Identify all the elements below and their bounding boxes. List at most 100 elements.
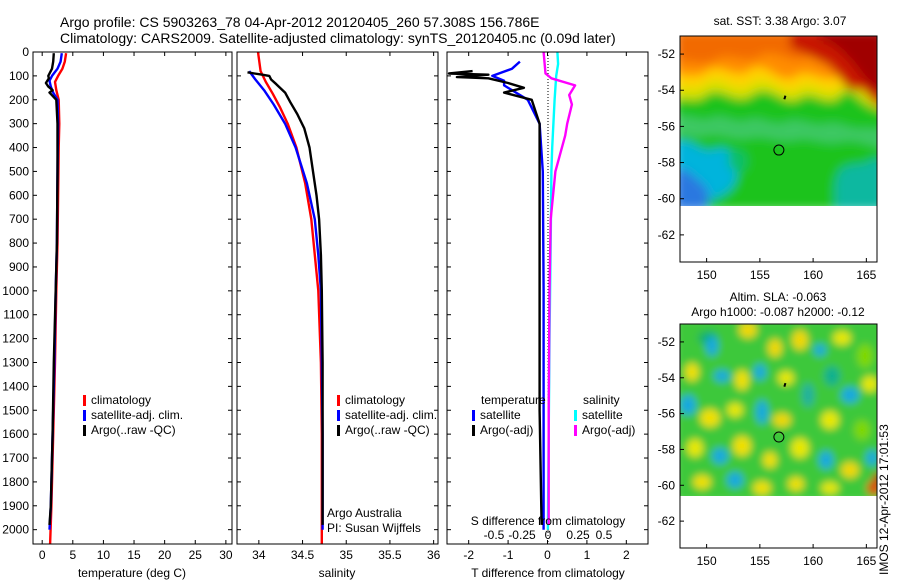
p2-legend-label-1: satellite-adj. clim. xyxy=(345,408,437,422)
difference-series xyxy=(447,51,577,530)
p1-series-line-2 xyxy=(44,53,59,525)
p1-legend-label-1: satellite-adj. clim. xyxy=(91,408,183,422)
p1-xtick-label-0: 0 xyxy=(39,548,46,562)
p2-legend-label-2: Argo(..raw -QC) xyxy=(345,423,430,437)
p3-t-legend-label-0: satellite xyxy=(480,408,521,422)
m1-xtick-label-3: 165 xyxy=(856,268,876,282)
p2-xtick-label-1: 34.5 xyxy=(291,548,315,562)
m1-ytick-label-3: -58 xyxy=(658,156,676,170)
m2-ytick-label-2: -56 xyxy=(658,407,676,421)
figure-title-line2: Climatology: CARS2009. Satellite-adjuste… xyxy=(60,30,616,46)
p1-ytick-label-12: 1200 xyxy=(2,332,29,346)
p1-ytick-label-1: 100 xyxy=(9,69,29,83)
p1-ytick-label-19: 1900 xyxy=(2,499,29,513)
difference-legend: temperaturesatelliteArgo(-adj)salinitysa… xyxy=(472,393,635,437)
m1-xtick-label-1: 155 xyxy=(750,268,770,282)
m1-track-mark xyxy=(783,95,787,100)
p3-t-legend-swatch-0 xyxy=(472,410,475,421)
salinity-xticks: 34 34.5 35 35.5 36 xyxy=(252,52,441,562)
sla-profile-marker xyxy=(773,382,787,443)
p1-legend-swatch-2 xyxy=(83,425,86,436)
p3-xtick-label-4: 2 xyxy=(623,548,630,562)
m2-xtick-label-3: 165 xyxy=(856,554,876,568)
p1-ytick-label-15: 1500 xyxy=(2,403,29,417)
p2-legend-swatch-2 xyxy=(337,425,340,436)
s-difference-tick-3: 0.25 xyxy=(566,528,590,542)
sla-no-data-area xyxy=(681,496,877,548)
m2-ytick-label-3: -58 xyxy=(658,442,676,456)
p3-s-legend-label-1: Argo(-adj) xyxy=(582,423,635,437)
p1-ytick-label-6: 600 xyxy=(9,188,29,202)
p1-ytick-label-4: 400 xyxy=(9,141,29,155)
m1-ytick-label-1: -54 xyxy=(658,83,676,97)
p3-t-legend-label-1: Argo(-adj) xyxy=(480,423,533,437)
p1-xtick-label-2: 10 xyxy=(97,548,111,562)
sla-map-axes: 150 155 160 165 -52 -54 -56 -58 -60 -62 xyxy=(658,335,877,568)
m2-track-mark xyxy=(783,382,787,388)
sst-profile-marker xyxy=(773,95,787,156)
p1-ytick-label-17: 1700 xyxy=(2,451,29,465)
s-difference-tick-4: 0.5 xyxy=(596,528,613,542)
p3-xtick-label-3: 1 xyxy=(584,548,591,562)
p3-legend-salinity-title: salinity xyxy=(583,393,620,407)
p1-legend-swatch-0 xyxy=(83,395,86,406)
m1-xtick-label-0: 150 xyxy=(697,268,717,282)
sst-map-frame xyxy=(679,35,878,263)
m2-xtick-label-1: 155 xyxy=(750,554,770,568)
p1-ytick-label-8: 800 xyxy=(9,236,29,250)
sst-heatmap xyxy=(680,36,877,206)
m1-ytick-label-0: -52 xyxy=(658,47,676,61)
p3-series-line-1 xyxy=(447,69,543,525)
m1-ytick-label-2: -56 xyxy=(658,119,676,133)
salinity-annotation-line1: Argo Australia xyxy=(327,506,402,520)
p2-xtick-label-4: 36 xyxy=(427,548,441,562)
m2-xtick-label-0: 150 xyxy=(697,554,717,568)
p1-xtick-label-3: 15 xyxy=(127,548,141,562)
sst-map-title: sat. SST: 3.38 Argo: 3.07 xyxy=(714,14,847,28)
p3-s-legend-swatch-0 xyxy=(574,410,577,421)
p3-s-legend-label-0: satellite xyxy=(582,408,623,422)
timestamp: IMOS 12-Apr-2012 17:01:53 xyxy=(877,424,891,575)
p2-legend-swatch-0 xyxy=(337,395,340,406)
temperature-xticks: 0 5 10 15 20 25 30 xyxy=(39,52,233,562)
s-difference-tick-0: -0.5 xyxy=(484,528,505,542)
temperature-panel: 0100200300400500600700800900100011001200… xyxy=(2,45,233,580)
sla-map-panel: Altim. SLA: -0.063 Argo h1000: -0.087 h2… xyxy=(658,290,878,568)
p3-s-legend-swatch-1 xyxy=(574,425,577,436)
sla-heatmap xyxy=(680,324,877,496)
p1-ytick-label-13: 1300 xyxy=(2,355,29,369)
sst-map-axes: 150 155 160 165 -52 -54 -56 -58 -60 -62 xyxy=(658,47,877,282)
p2-series-line-2 xyxy=(247,71,324,525)
p1-ytick-label-10: 1000 xyxy=(2,284,29,298)
m2-xtick-label-2: 160 xyxy=(803,554,823,568)
p2-xtick-label-2: 35 xyxy=(340,548,354,562)
temperature-axes-box xyxy=(32,51,233,545)
p1-xtick-label-5: 25 xyxy=(189,548,203,562)
salinity-yticks xyxy=(237,51,438,531)
sst-map-panel: sat. SST: 3.38 Argo: 3.07 150 155 160 165 -5… xyxy=(658,14,878,282)
m1-profile-circle xyxy=(773,144,785,156)
p2-legend-label-0: climatology xyxy=(345,393,405,407)
salinity-panel: 34 34.5 35 35.5 36 climatologysatellite-adj.… xyxy=(236,51,441,580)
m1-ytick-label-5: -62 xyxy=(658,228,676,242)
figure-title-line1: Argo profile: CS 5903263_78 04-Apr-2012 … xyxy=(60,14,540,30)
p1-ytick-label-16: 1600 xyxy=(2,427,29,441)
s-difference-ticks: -0.5 -0.25 0 0.25 0.5 xyxy=(484,528,613,542)
p1-ytick-label-14: 1400 xyxy=(2,379,29,393)
m2-ytick-label-5: -62 xyxy=(658,514,676,528)
p1-legend-label-2: Argo(..raw -QC) xyxy=(91,423,176,437)
difference-xlabel: T difference from climatology xyxy=(471,566,625,580)
p1-ytick-label-20: 2000 xyxy=(2,523,29,537)
p1-ytick-label-0: 0 xyxy=(22,45,29,59)
s-difference-tick-2: 0 xyxy=(545,528,552,542)
p1-xtick-label-4: 20 xyxy=(158,548,172,562)
m2-ytick-label-4: -60 xyxy=(658,478,676,492)
sla-map-frame xyxy=(679,323,878,549)
p1-legend-swatch-1 xyxy=(83,410,86,421)
p3-legend-temperature-title: temperature xyxy=(481,393,546,407)
salinity-annotation-line2: PI: Susan Wijffels xyxy=(327,521,421,535)
salinity-axes-box xyxy=(236,51,439,545)
sla-map-title-line2: Argo h1000: -0.087 h2000: -0.12 xyxy=(691,305,865,319)
